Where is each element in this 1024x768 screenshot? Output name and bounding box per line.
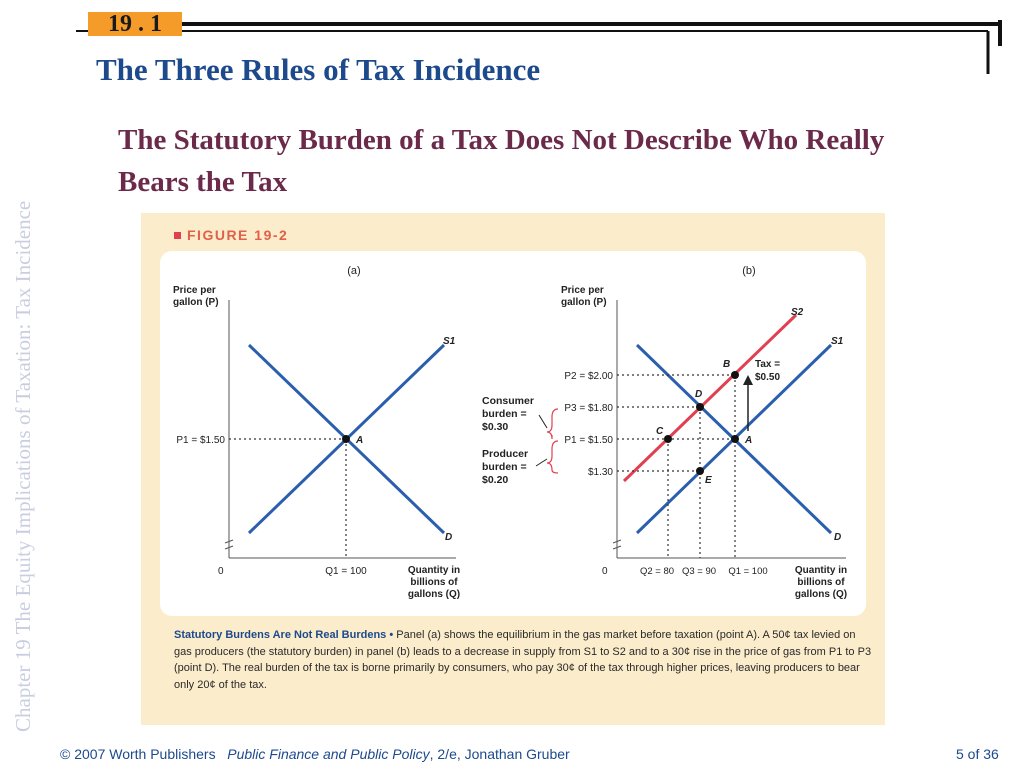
- footer-credit: © 2007 Worth Publishers Public Finance a…: [60, 746, 570, 762]
- panel-b-x-label-3: gallons (Q): [795, 589, 847, 600]
- panel-b-quantity-q1: Q1 = 100: [728, 566, 767, 577]
- panel-b-s2-label: S2: [791, 307, 804, 318]
- panel-b-tax-arrowhead: [743, 375, 753, 385]
- producer-burden-label-1: Producer: [482, 448, 528, 460]
- panel-a-supply-label: S1: [443, 336, 456, 347]
- panel-a-point-a: [342, 435, 350, 443]
- panel-b-demand-label: D: [834, 532, 841, 543]
- producer-burden-bracket: [546, 440, 559, 474]
- panel-b-y-label-1: Price per: [561, 285, 604, 296]
- panel-b-point-e-label: E: [705, 475, 712, 486]
- page-subtitle: The Statutory Burden of a Tax Does Not D…: [118, 124, 885, 198]
- panel-b-price-130: $1.30: [588, 467, 613, 478]
- figure-label-marker: [174, 232, 181, 239]
- panel-b-point-a-label: A: [744, 435, 752, 446]
- panel-b-quantity-q2: Q2 = 80: [640, 566, 674, 577]
- panel-a-price-label: P1 = $1.50: [176, 435, 225, 446]
- panel-b-point-d: [696, 403, 704, 411]
- header-decoration: [76, 20, 1002, 74]
- panel-a-demand-label: D: [445, 532, 452, 543]
- panel-b-x-label-2: billions of: [797, 577, 845, 588]
- panel-a-quantity-label: Q1 = 100: [325, 566, 367, 577]
- producer-burden-pointer: [535, 458, 548, 467]
- panel-b-price-p1: P1 = $1.50: [564, 435, 613, 446]
- panel-a-y-label-1: Price per: [173, 285, 216, 296]
- panel-b-x-label-1: Quantity in: [795, 565, 847, 576]
- panel-b-tax-label-1: Tax =: [755, 359, 780, 370]
- figure-caption: Statutory Burdens Are Not Real Burdens •…: [174, 627, 874, 693]
- consumer-burden-pointer: [538, 414, 548, 429]
- panel-a-origin: 0: [218, 566, 224, 577]
- producer-burden-label-2: burden =: [482, 461, 527, 473]
- panel-b-price-p3: P3 = $1.80: [564, 403, 613, 414]
- panel-a-axis-break: [224, 539, 234, 550]
- chapter-vertical-text: Chapter 19 The Equity Implications of Ta…: [11, 201, 35, 732]
- panel-a-x-label-2: billions of: [410, 577, 458, 588]
- figure-label: FIGURE 19-2: [187, 227, 288, 243]
- producer-burden-label-3: $0.20: [482, 474, 508, 486]
- consumer-burden-label-3: $0.30: [482, 421, 508, 433]
- panel-b-point-e: [696, 467, 704, 475]
- panel-a-point-a-label: A: [355, 435, 363, 446]
- panel-b-y-label-2: gallon (P): [561, 297, 607, 308]
- panel-b-point-b-label: B: [723, 359, 730, 370]
- panel-b-axis-break: [612, 539, 622, 550]
- panel-b-quantity-q3: Q3 = 90: [682, 566, 716, 577]
- consumer-burden-bracket: [546, 408, 559, 440]
- panel-b-s1-label: S1: [831, 336, 844, 347]
- panel-b-price-p2: P2 = $2.00: [564, 371, 613, 382]
- consumer-burden-label-2: burden =: [482, 408, 527, 420]
- panel-b-point-d-label: D: [695, 389, 702, 400]
- panel-b-point-b: [731, 371, 739, 379]
- panel-a-y-label-2: gallon (P): [173, 297, 219, 308]
- panel-b: (b) Price per gallon (P) 0 B D C A E Tax…: [482, 265, 847, 600]
- footer-book-title: Public Finance and Public Policy: [227, 746, 430, 762]
- panel-b-label: (b): [742, 265, 755, 277]
- caption-body: Panel (a) shows the equilibrium in the g…: [174, 629, 872, 691]
- page-title: The Three Rules of Tax Incidence: [96, 52, 541, 87]
- panel-a-x-label-3: gallons (Q): [408, 589, 460, 600]
- footer-copyright: © 2007 Worth Publishers: [60, 746, 216, 762]
- panel-a-label: (a): [347, 265, 360, 277]
- panel-b-supply-curve-s2: [622, 313, 798, 483]
- consumer-burden-label-1: Consumer: [482, 395, 534, 407]
- panel-b-point-a: [731, 435, 739, 443]
- panel-a-x-label-1: Quantity in: [408, 565, 460, 576]
- panel-a: (a) Price per gallon (P) 0 A P1 = $1.50 …: [173, 265, 460, 600]
- panel-b-origin: 0: [602, 566, 608, 577]
- panel-b-point-c-label: C: [656, 426, 664, 437]
- caption-lead: Statutory Burdens Are Not Real Burdens •: [174, 629, 394, 641]
- panel-b-point-c: [664, 435, 672, 443]
- tax-incidence-diagram: FIGURE 19-2 (a) Price per gallon (P) 0 A…: [173, 227, 847, 600]
- footer-edition: , 2/e, Jonathan Gruber: [429, 746, 570, 762]
- figure-plot-area: [160, 251, 866, 616]
- page-counter: 5 of 36: [956, 746, 999, 762]
- chapter-vertical-label: Chapter 19 The Equity Implications of Ta…: [11, 201, 35, 732]
- section-number: 19 . 1: [88, 12, 182, 36]
- panel-b-tax-label-2: $0.50: [755, 372, 780, 383]
